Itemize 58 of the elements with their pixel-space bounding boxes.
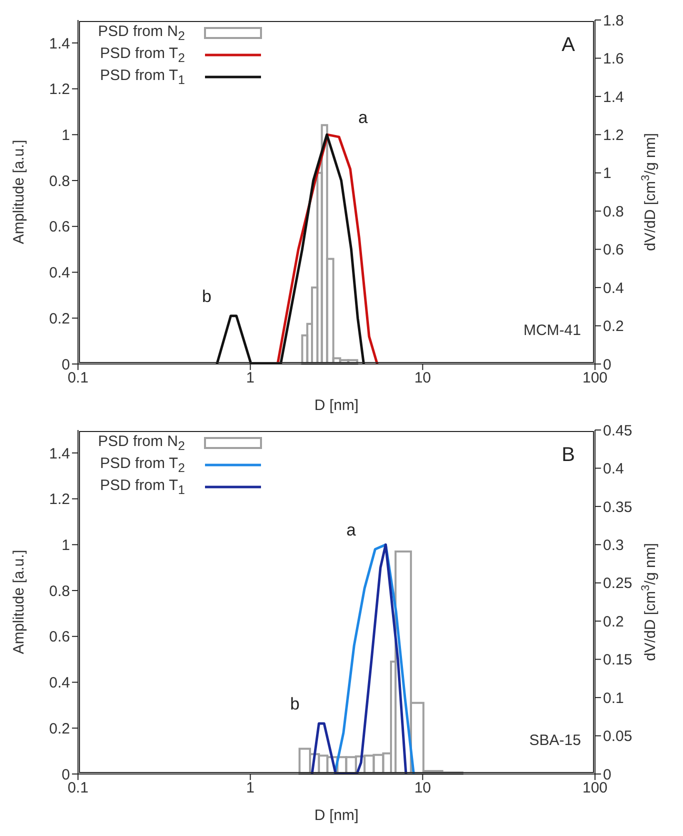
y2-tick-label: 0.3 xyxy=(603,536,624,554)
x-tick-label: 0.1 xyxy=(68,370,88,387)
y-tick-label: 0.2 xyxy=(49,720,70,738)
annotation: a xyxy=(346,520,356,540)
y-axis-title: Amplitude [a.u.] xyxy=(10,550,28,654)
y-tick-label: 0.6 xyxy=(49,218,70,236)
y2-tick-label: 1.6 xyxy=(603,50,624,68)
y2-tick-label: 0.2 xyxy=(603,613,624,630)
y2-tick-label: 0.15 xyxy=(603,652,632,669)
y-axis-title: Amplitude [a.u.] xyxy=(10,140,28,244)
y-tick-label: 0.8 xyxy=(49,582,70,600)
y2-tick-label: 0.6 xyxy=(603,242,624,259)
annotation: b xyxy=(202,286,212,306)
y-tick-label: 1.2 xyxy=(49,491,70,508)
y2-tick-label: 1.8 xyxy=(603,12,624,30)
legend-label: PSD from T$_{2}$ xyxy=(100,455,185,475)
annotation: B xyxy=(562,444,575,467)
y2-tick-label: 0.1 xyxy=(603,690,624,707)
y2-tick-label: 0.4 xyxy=(603,460,624,478)
annotation: a xyxy=(358,108,368,127)
x-tick-label: 0.1 xyxy=(68,780,88,797)
legend-label: PSD from N$_{2}$ xyxy=(98,23,185,43)
x-tick-label: 1 xyxy=(246,370,255,387)
y2-tick-label: 1.2 xyxy=(603,126,624,144)
annotation: A xyxy=(562,34,575,57)
annotation: MCM-41 xyxy=(523,322,581,339)
y-tick-label: 0.2 xyxy=(49,310,70,328)
y2-tick-label: 0.25 xyxy=(603,575,632,592)
y2-tick-label: 0.4 xyxy=(603,280,624,297)
y2-tick-label: 1.4 xyxy=(603,88,624,106)
annotation: SBA-15 xyxy=(529,732,581,749)
y-tick-label: 0.8 xyxy=(49,172,70,190)
x-tick-label: 10 xyxy=(414,370,432,387)
x-axis-title: D [nm] xyxy=(314,807,359,824)
y2-tick-label: 0.45 xyxy=(603,422,632,440)
x-tick-label: 1 xyxy=(246,780,255,797)
y2-tick-label: 0.2 xyxy=(603,318,624,336)
y-tick-label: 0 xyxy=(62,766,70,784)
legend-label: PSD from T$_{1}$ xyxy=(100,67,185,87)
y2-tick-label: 0.35 xyxy=(603,498,632,516)
y-tick-label: 1.4 xyxy=(49,445,70,462)
y-tick-label: 1 xyxy=(62,536,70,554)
y-tick-label: 1.2 xyxy=(49,81,70,98)
legend-label: PSD from T$_{1}$ xyxy=(100,477,185,497)
annotation: b xyxy=(290,694,300,714)
y2-tick-label: 0.05 xyxy=(603,728,632,746)
y-tick-label: 1 xyxy=(62,126,70,144)
legend-label: PSD from N$_{2}$ xyxy=(98,433,185,453)
y2-tick-label: 0.8 xyxy=(603,203,624,220)
y-tick-label: 0.6 xyxy=(49,628,70,646)
y-tick-label: 0.4 xyxy=(49,264,70,282)
y-tick-label: 0 xyxy=(62,356,70,374)
x-tick-label: 10 xyxy=(414,780,432,797)
x-axis-title: D [nm] xyxy=(314,397,359,414)
y2-tick-label: 1 xyxy=(603,165,612,182)
y-tick-label: 1.4 xyxy=(49,35,70,52)
legend-label: PSD from T$_{2}$ xyxy=(100,45,185,65)
y-tick-label: 0.4 xyxy=(49,674,70,692)
